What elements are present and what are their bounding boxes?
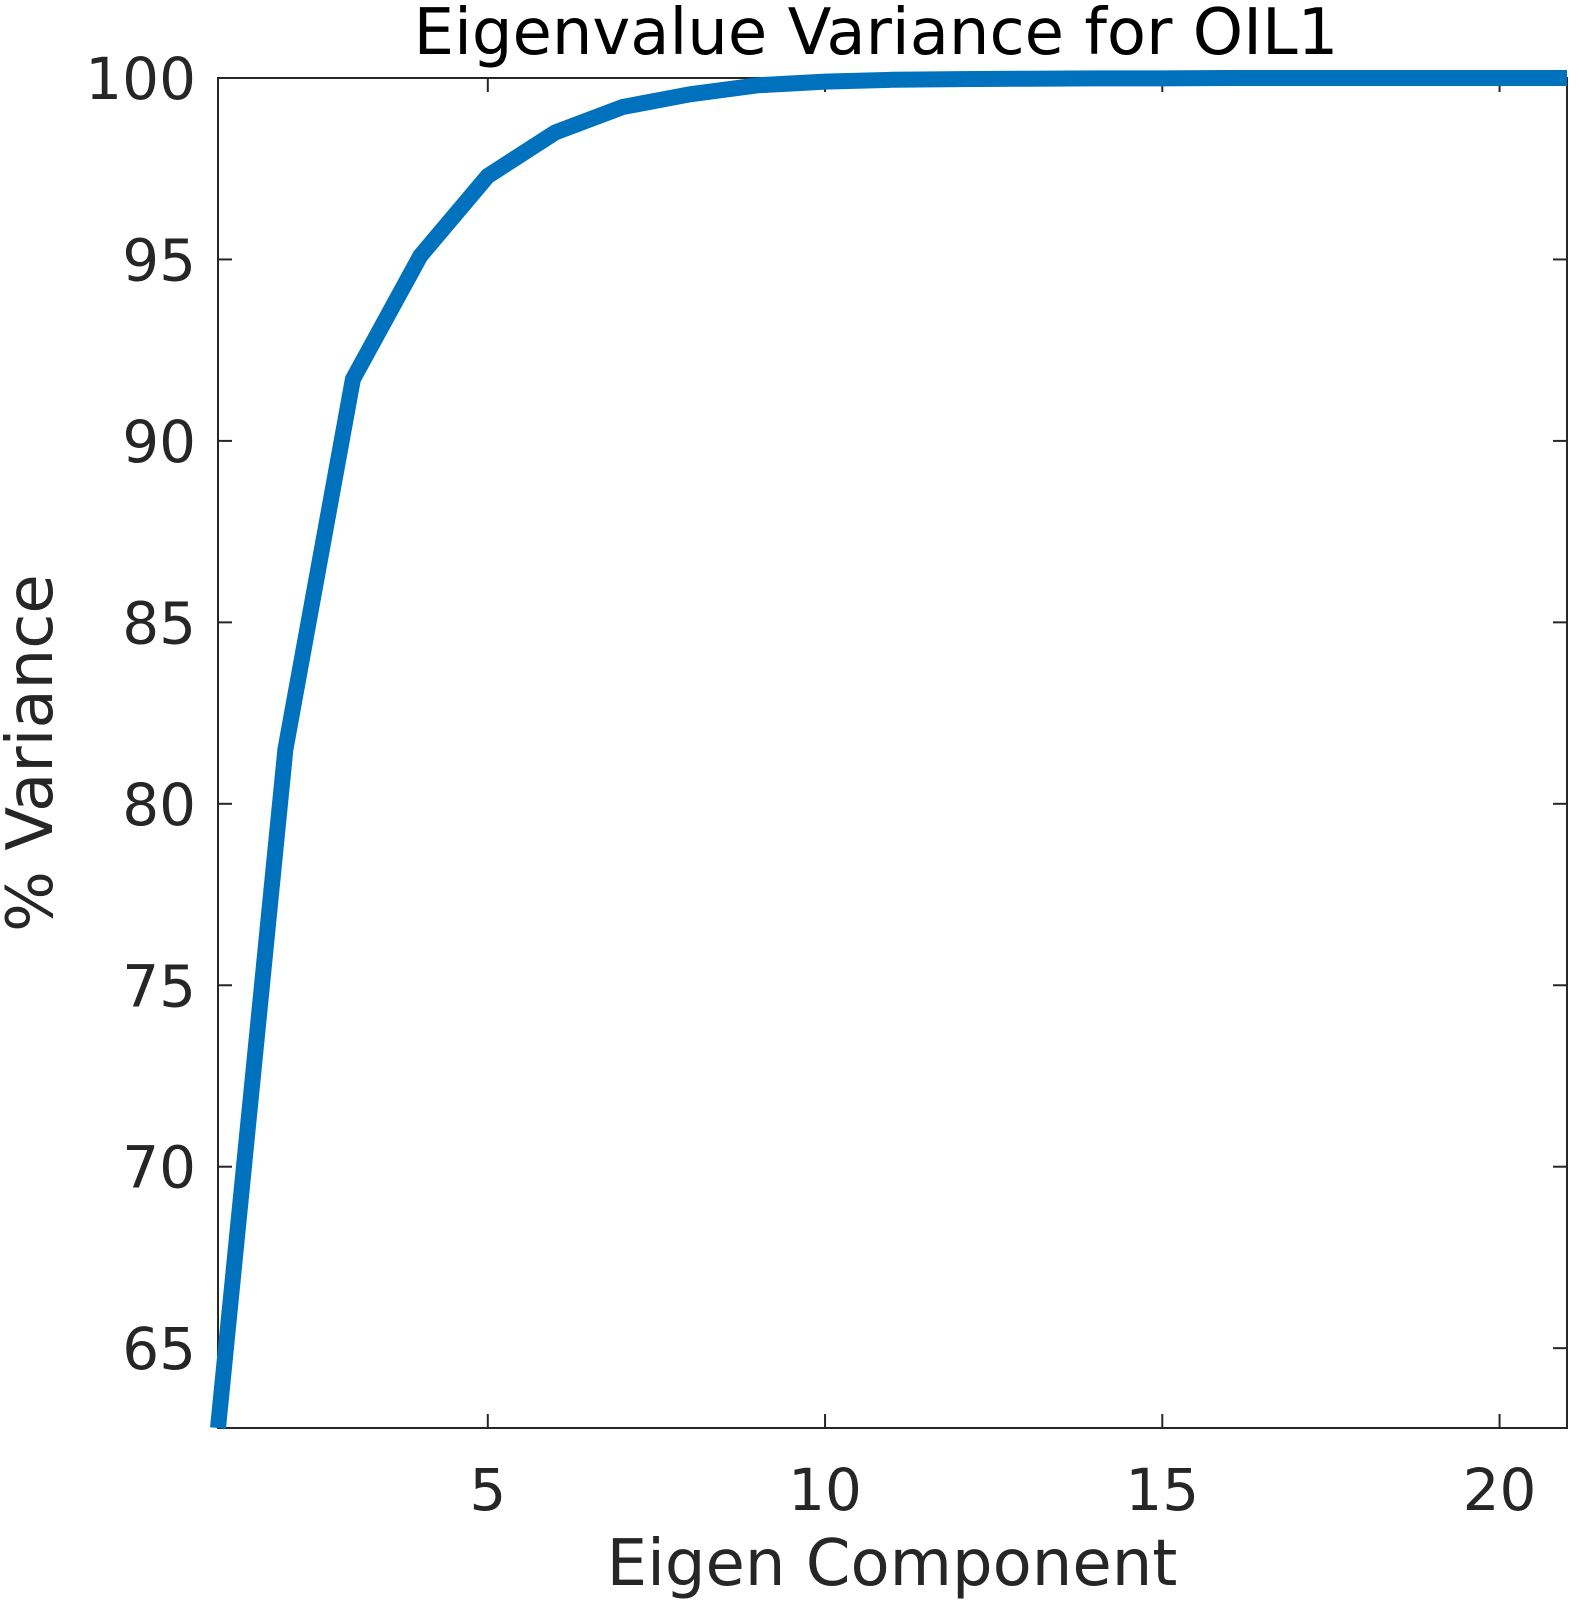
x-axis-label: Eigen Component: [607, 1527, 1178, 1601]
y-tick-label: 95: [122, 226, 196, 294]
ticks-layer: 5 10 15 20 65 70 75 80 85 90 95 100: [85, 45, 1567, 1524]
series-layer: [210, 70, 1567, 1429]
y-tick-label: 100: [85, 45, 196, 113]
y-tick-label: 85: [122, 589, 196, 657]
series-line-0: [210, 70, 1567, 1429]
y-tick-label: 90: [122, 408, 196, 476]
x-tick-label: 20: [1463, 1456, 1537, 1524]
y-tick-label: 65: [122, 1315, 196, 1383]
y-tick-label: 70: [122, 1134, 196, 1202]
y-tick-label: 80: [122, 771, 196, 839]
plot-frame: [217, 77, 1568, 1429]
x-tick-label: 5: [469, 1456, 506, 1524]
x-tick-label: 10: [788, 1456, 862, 1524]
x-tick-label: 15: [1125, 1456, 1199, 1524]
chart-title: Eigenvalue Variance for OIL1: [414, 0, 1339, 70]
y-tick-label: 75: [122, 952, 196, 1020]
y-axis-label: % Variance: [0, 574, 68, 932]
